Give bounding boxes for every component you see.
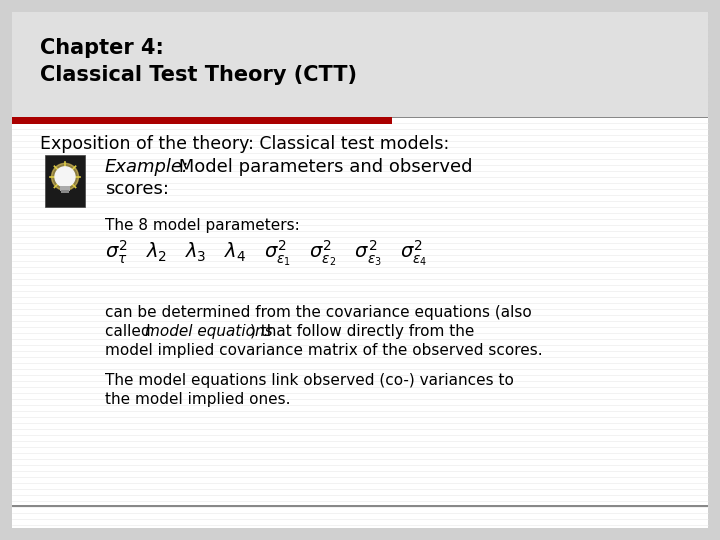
Text: called: called: [105, 324, 156, 339]
Text: ) that follow directly from the: ) that follow directly from the: [250, 324, 474, 339]
Bar: [61, 190, 69, 193]
Text: Chapter 4:: Chapter 4:: [40, 38, 164, 58]
Text: model implied covariance matrix of the observed scores.: model implied covariance matrix of the o…: [105, 343, 543, 358]
Circle shape: [52, 163, 78, 190]
Bar: [12, 117, 392, 124]
Bar: [45, 155, 85, 207]
Text: Exposition of the theory: Classical test models:: Exposition of the theory: Classical test…: [40, 135, 449, 153]
Text: the model implied ones.: the model implied ones.: [105, 392, 290, 407]
Circle shape: [55, 167, 75, 187]
Text: Example:: Example:: [105, 158, 189, 176]
Text: The 8 model parameters:: The 8 model parameters:: [105, 218, 300, 233]
Bar: [60, 186, 70, 191]
Bar: [12, 12, 708, 117]
Bar: [12, 117, 708, 118]
Text: scores:: scores:: [105, 180, 169, 198]
Bar: [12, 505, 708, 507]
Text: $\sigma_\tau^2$   $\lambda_2$   $\lambda_3$   $\lambda_4$   $\sigma_{\varepsilon: $\sigma_\tau^2$ $\lambda_2$ $\lambda_3$ …: [105, 238, 428, 268]
Text: Classical Test Theory (CTT): Classical Test Theory (CTT): [40, 65, 357, 85]
Text: model equations: model equations: [145, 324, 273, 339]
Text: can be determined from the covariance equations (also: can be determined from the covariance eq…: [105, 305, 532, 320]
Text: The model equations link observed (co-) variances to: The model equations link observed (co-) …: [105, 373, 514, 388]
Text: Model parameters and observed: Model parameters and observed: [173, 158, 472, 176]
